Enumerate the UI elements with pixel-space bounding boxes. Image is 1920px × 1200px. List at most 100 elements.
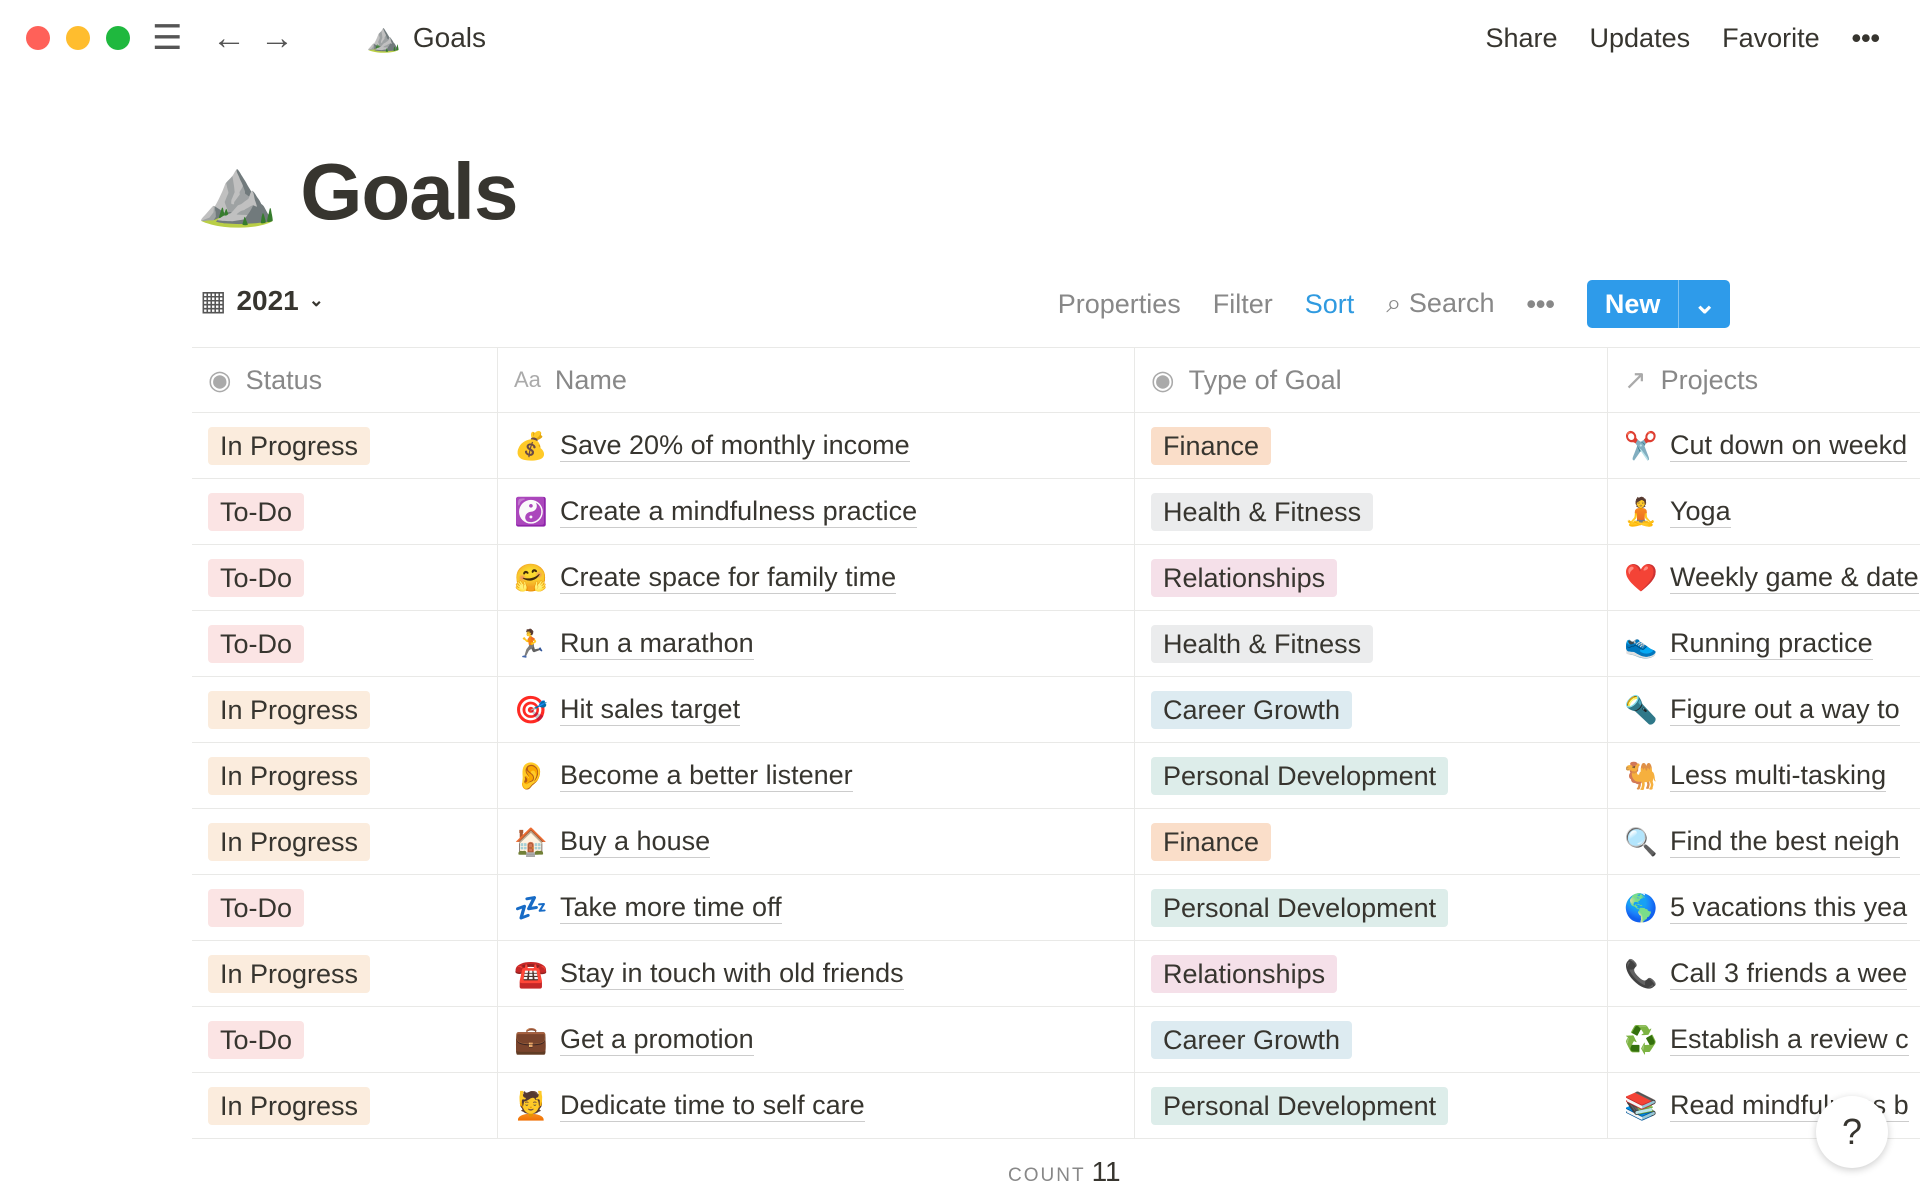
projects-cell[interactable]: 🐫 Less multi-tasking — [1608, 743, 1920, 808]
goal-name-link[interactable]: Become a better listener — [560, 760, 853, 792]
menu-icon[interactable]: ☰ — [152, 19, 183, 57]
goal-name-link[interactable]: Dedicate time to self care — [560, 1090, 865, 1122]
type-cell[interactable]: Finance — [1135, 809, 1608, 874]
projects-cell[interactable]: 🧘 Yoga — [1608, 479, 1920, 544]
goal-name-link[interactable]: Buy a house — [560, 826, 711, 858]
status-cell[interactable]: In Progress — [192, 1073, 498, 1138]
column-header-status[interactable]: ◉ Status — [192, 348, 498, 412]
properties-button[interactable]: Properties — [1057, 288, 1181, 319]
projects-cell[interactable]: ♻️ Establish a review c — [1608, 1007, 1920, 1072]
close-window-button[interactable] — [26, 26, 50, 50]
favorite-button[interactable]: Favorite — [1722, 23, 1820, 53]
type-cell[interactable]: Health & Fitness — [1135, 479, 1608, 544]
name-cell[interactable]: 🏃 Run a marathon — [498, 611, 1135, 676]
status-cell[interactable]: In Progress — [192, 809, 498, 874]
table-row[interactable]: In Progress ☎️ Stay in touch with old fri… — [192, 941, 1920, 1007]
goal-name-link[interactable]: Stay in touch with old friends — [560, 958, 904, 990]
search-button[interactable]: ⌕ Search — [1386, 288, 1494, 320]
table-row[interactable]: In Progress 👂 Become a better listener Pe… — [192, 743, 1920, 809]
type-cell[interactable]: Career Growth — [1135, 1007, 1608, 1072]
type-cell[interactable]: Personal Development — [1135, 743, 1608, 808]
back-arrow-icon[interactable]: ← — [212, 19, 246, 57]
name-cell[interactable]: 🏠 Buy a house — [498, 809, 1135, 874]
view-selector[interactable]: ▦ 2021 ⌄ — [200, 284, 324, 317]
project-link[interactable]: Yoga — [1670, 496, 1731, 528]
type-cell[interactable]: Career Growth — [1135, 677, 1608, 742]
new-button[interactable]: New ⌄ — [1586, 280, 1730, 328]
column-header-name[interactable]: Aa Name — [498, 348, 1135, 412]
table-row[interactable]: To-Do 🏃 Run a marathon Health & Fitness 👟… — [192, 611, 1920, 677]
filter-button[interactable]: Filter — [1212, 288, 1273, 319]
goal-name-link[interactable]: Take more time off — [560, 892, 782, 924]
projects-cell[interactable]: 🌎 5 vacations this yea — [1608, 875, 1920, 940]
project-link[interactable]: Weekly game & date — [1670, 562, 1919, 594]
projects-cell[interactable]: ❤️ Weekly game & date — [1608, 545, 1920, 610]
project-link[interactable]: 5 vacations this yea — [1670, 892, 1908, 924]
project-link[interactable]: Find the best neigh — [1670, 826, 1900, 858]
status-cell[interactable]: To-Do — [192, 545, 498, 610]
status-cell[interactable]: To-Do — [192, 611, 498, 676]
name-cell[interactable]: 💼 Get a promotion — [498, 1007, 1135, 1072]
type-cell[interactable]: Relationships — [1135, 545, 1608, 610]
column-header-type[interactable]: ◉ Type of Goal — [1135, 348, 1608, 412]
type-cell[interactable]: Personal Development — [1135, 875, 1608, 940]
breadcrumb[interactable]: ⛰️ Goals — [366, 20, 486, 56]
column-header-projects[interactable]: ↗ Projects — [1608, 348, 1920, 412]
name-cell[interactable]: 💤 Take more time off — [498, 875, 1135, 940]
chevron-down-icon[interactable]: ⌄ — [1678, 280, 1730, 328]
goal-name-link[interactable]: Get a promotion — [560, 1024, 754, 1056]
table-row[interactable]: In Progress 💰 Save 20% of monthly income … — [192, 413, 1920, 479]
page-title[interactable]: Goals — [300, 147, 518, 236]
table-row[interactable]: In Progress 🏠 Buy a house Finance 🔍 Find t… — [192, 809, 1920, 875]
status-cell[interactable]: In Progress — [192, 413, 498, 478]
goal-name-link[interactable]: Create a mindfulness practice — [560, 496, 918, 528]
maximize-window-button[interactable] — [106, 26, 130, 50]
goal-name-link[interactable]: Hit sales target — [560, 694, 741, 726]
project-link[interactable]: Running practice — [1670, 628, 1873, 660]
name-cell[interactable]: 👂 Become a better listener — [498, 743, 1135, 808]
table-row[interactable]: To-Do 🤗 Create space for family time Rela… — [192, 545, 1920, 611]
share-button[interactable]: Share — [1485, 23, 1558, 53]
project-link[interactable]: Less multi-tasking — [1670, 760, 1887, 792]
table-row[interactable]: To-Do ☯️ Create a mindfulness practice He… — [192, 479, 1920, 545]
type-cell[interactable]: Personal Development — [1135, 1073, 1608, 1138]
name-cell[interactable]: 💆 Dedicate time to self care — [498, 1073, 1135, 1138]
status-cell[interactable]: To-Do — [192, 479, 498, 544]
name-cell[interactable]: 🎯 Hit sales target — [498, 677, 1135, 742]
name-cell[interactable]: ☎️ Stay in touch with old friends — [498, 941, 1135, 1006]
more-options-icon[interactable]: ••• — [1851, 23, 1880, 53]
mountain-icon[interactable]: ⛰️ — [196, 154, 279, 228]
project-link[interactable]: Cut down on weekd — [1670, 430, 1908, 462]
table-row[interactable]: To-Do 💼 Get a promotion Career Growth ♻️ E… — [192, 1007, 1920, 1073]
goal-name-link[interactable]: Run a marathon — [560, 628, 754, 660]
project-link[interactable]: Establish a review c — [1670, 1024, 1909, 1056]
projects-cell[interactable]: 📞 Call 3 friends a wee — [1608, 941, 1920, 1006]
type-cell[interactable]: Health & Fitness — [1135, 611, 1608, 676]
forward-arrow-icon[interactable]: → — [260, 19, 294, 57]
updates-button[interactable]: Updates — [1589, 23, 1691, 53]
table-row[interactable]: In Progress 💆 Dedicate time to self care … — [192, 1073, 1920, 1139]
status-cell[interactable]: In Progress — [192, 941, 498, 1006]
status-cell[interactable]: To-Do — [192, 1007, 498, 1072]
type-cell[interactable]: Finance — [1135, 413, 1608, 478]
name-cell[interactable]: ☯️ Create a mindfulness practice — [498, 479, 1135, 544]
more-options-icon[interactable]: ••• — [1526, 288, 1555, 319]
name-cell[interactable]: 🤗 Create space for family time — [498, 545, 1135, 610]
table-row[interactable]: In Progress 🎯 Hit sales target Career Gro… — [192, 677, 1920, 743]
sort-button[interactable]: Sort — [1304, 288, 1355, 319]
status-cell[interactable]: In Progress — [192, 743, 498, 808]
goal-name-link[interactable]: Save 20% of monthly income — [560, 430, 910, 462]
projects-cell[interactable]: 👟 Running practice — [1608, 611, 1920, 676]
help-button[interactable]: ? — [1816, 1096, 1888, 1168]
minimize-window-button[interactable] — [66, 26, 90, 50]
goal-name-link[interactable]: Create space for family time — [560, 562, 897, 594]
projects-cell[interactable]: 🔦 Figure out a way to — [1608, 677, 1920, 742]
name-cell[interactable]: 💰 Save 20% of monthly income — [498, 413, 1135, 478]
table-row[interactable]: To-Do 💤 Take more time off Personal Devel… — [192, 875, 1920, 941]
projects-cell[interactable]: 🔍 Find the best neigh — [1608, 809, 1920, 874]
status-cell[interactable]: In Progress — [192, 677, 498, 742]
new-label[interactable]: New — [1604, 288, 1661, 319]
status-cell[interactable]: To-Do — [192, 875, 498, 940]
type-cell[interactable]: Relationships — [1135, 941, 1608, 1006]
project-link[interactable]: Call 3 friends a wee — [1670, 958, 1908, 990]
